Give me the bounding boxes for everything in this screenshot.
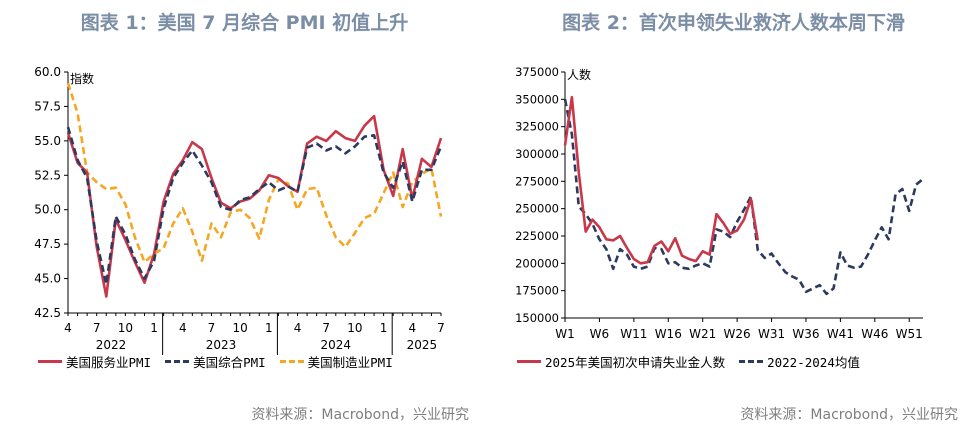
claims-legend: 2025年美国初次申请失业金人数 2022-2024均值 <box>517 352 874 371</box>
x-tick-label: 7 <box>437 321 445 335</box>
y-tick-label: 60.0 <box>34 65 61 79</box>
y-tick-label: 350000 <box>515 92 559 106</box>
legend-label: 美国服务业PMI <box>66 355 152 370</box>
x-tick-label: 1 <box>265 321 273 335</box>
y-tick-label: 200000 <box>515 256 559 270</box>
x-tick-label: W31 <box>758 327 785 341</box>
x-tick-label: W46 <box>861 327 888 341</box>
x-tick-label: 4 <box>408 321 416 335</box>
x-tick-label: 10 <box>347 321 362 335</box>
series-line <box>66 126 443 286</box>
x-tick-label: W1 <box>555 327 575 341</box>
y-tick-label: 42.5 <box>34 306 61 320</box>
y-tick-label: 275000 <box>515 174 559 188</box>
x-tick-label: W21 <box>689 327 716 341</box>
legend-item: 2025年美国初次申请失业金人数 <box>517 352 725 371</box>
chart-title-pmi: 图表 1：美国 7 月综合 PMI 初值上升 <box>80 12 409 34</box>
y-tick-label: 50.0 <box>34 203 61 217</box>
y-tick-label: 55.0 <box>34 134 61 148</box>
x-tick-label: 4 <box>64 321 72 335</box>
y-tick-label: 52.5 <box>34 168 61 182</box>
x-tick-label: 4 <box>179 321 187 335</box>
x-tick-label: 7 <box>93 321 101 335</box>
chart-panel-pmi: 图表 1：美国 7 月综合 PMI 初值上升 指数 60.0 57.5 55.0 52.… <box>34 12 469 423</box>
legend-item: 美国制造业PMI <box>279 352 393 371</box>
y-tick-label: 225000 <box>515 229 559 243</box>
y-tick-label: 325000 <box>515 120 559 134</box>
source-note-pmi: 资料来源：Macrobond，兴业研究 <box>251 407 469 423</box>
chart-panel-claims: 图表 2：首次申领失业救济人数本周下滑 人数 375000 350000 325000… <box>489 0 978 430</box>
x-tick-label: 10 <box>233 321 248 335</box>
legend-swatch <box>38 360 62 363</box>
x-tick-label: W26 <box>724 327 751 341</box>
y-tick-label: 375000 <box>515 65 559 79</box>
x-tick-label: 4 <box>294 321 302 335</box>
legend-label: 2022-2024均值 <box>767 355 860 370</box>
x-tick-label: W6 <box>590 327 610 341</box>
x-tick-label: W36 <box>792 327 819 341</box>
year-label: 2024 <box>321 338 352 352</box>
legend-item: 2022-2024均值 <box>739 352 860 371</box>
x-tick-label: 1 <box>380 321 388 335</box>
pmi-legend: 美国服务业PMI 美国综合PMI 美国制造业PMI <box>38 352 407 371</box>
x-tick-label: 10 <box>118 321 133 335</box>
x-tick-label: 1 <box>150 321 158 335</box>
y-tick-label: 150000 <box>515 311 559 325</box>
year-label: 2022 <box>96 338 127 352</box>
series-line <box>66 114 443 298</box>
y-axis-title: 人数 <box>567 67 591 82</box>
series-line <box>66 82 443 264</box>
x-tick-label: W16 <box>655 327 682 341</box>
y-tick-label: 47.5 <box>34 237 61 251</box>
source-note-claims: 资料来源：Macrobond，兴业研究 <box>740 407 958 423</box>
series-line <box>563 99 924 296</box>
x-tick-label: W41 <box>827 327 854 341</box>
legend-swatch <box>517 360 541 363</box>
x-tick-label: W11 <box>620 327 647 341</box>
claims-line-chart: 人数 375000 350000 325000 300000 275000 250000 22… <box>515 65 924 341</box>
legend-item: 美国综合PMI <box>165 352 266 371</box>
legend-item: 美国服务业PMI <box>38 352 151 371</box>
legend-label: 美国制造业PMI <box>307 355 393 370</box>
x-tick-label: 7 <box>322 321 330 335</box>
legend-swatch <box>165 360 190 363</box>
chart-title-claims: 图表 2：首次申领失业救济人数本周下滑 <box>562 12 905 34</box>
legend-swatch <box>739 360 764 363</box>
year-label: 2025 <box>407 338 438 352</box>
x-tick-label: W51 <box>896 327 923 341</box>
y-tick-label: 300000 <box>515 147 559 161</box>
y-tick-label: 175000 <box>515 284 559 298</box>
x-tick-label: 7 <box>208 321 216 335</box>
legend-label: 美国综合PMI <box>193 355 266 370</box>
year-label: 2023 <box>206 338 237 352</box>
series-line <box>563 95 760 265</box>
y-tick-label: 57.5 <box>34 99 61 113</box>
legend-swatch <box>279 360 304 363</box>
y-tick-label: 250000 <box>515 202 559 216</box>
legend-label: 2025年美国初次申请失业金人数 <box>545 355 726 370</box>
y-tick-label: 45.0 <box>34 272 61 286</box>
y-axis-title: 指数 <box>70 71 94 86</box>
